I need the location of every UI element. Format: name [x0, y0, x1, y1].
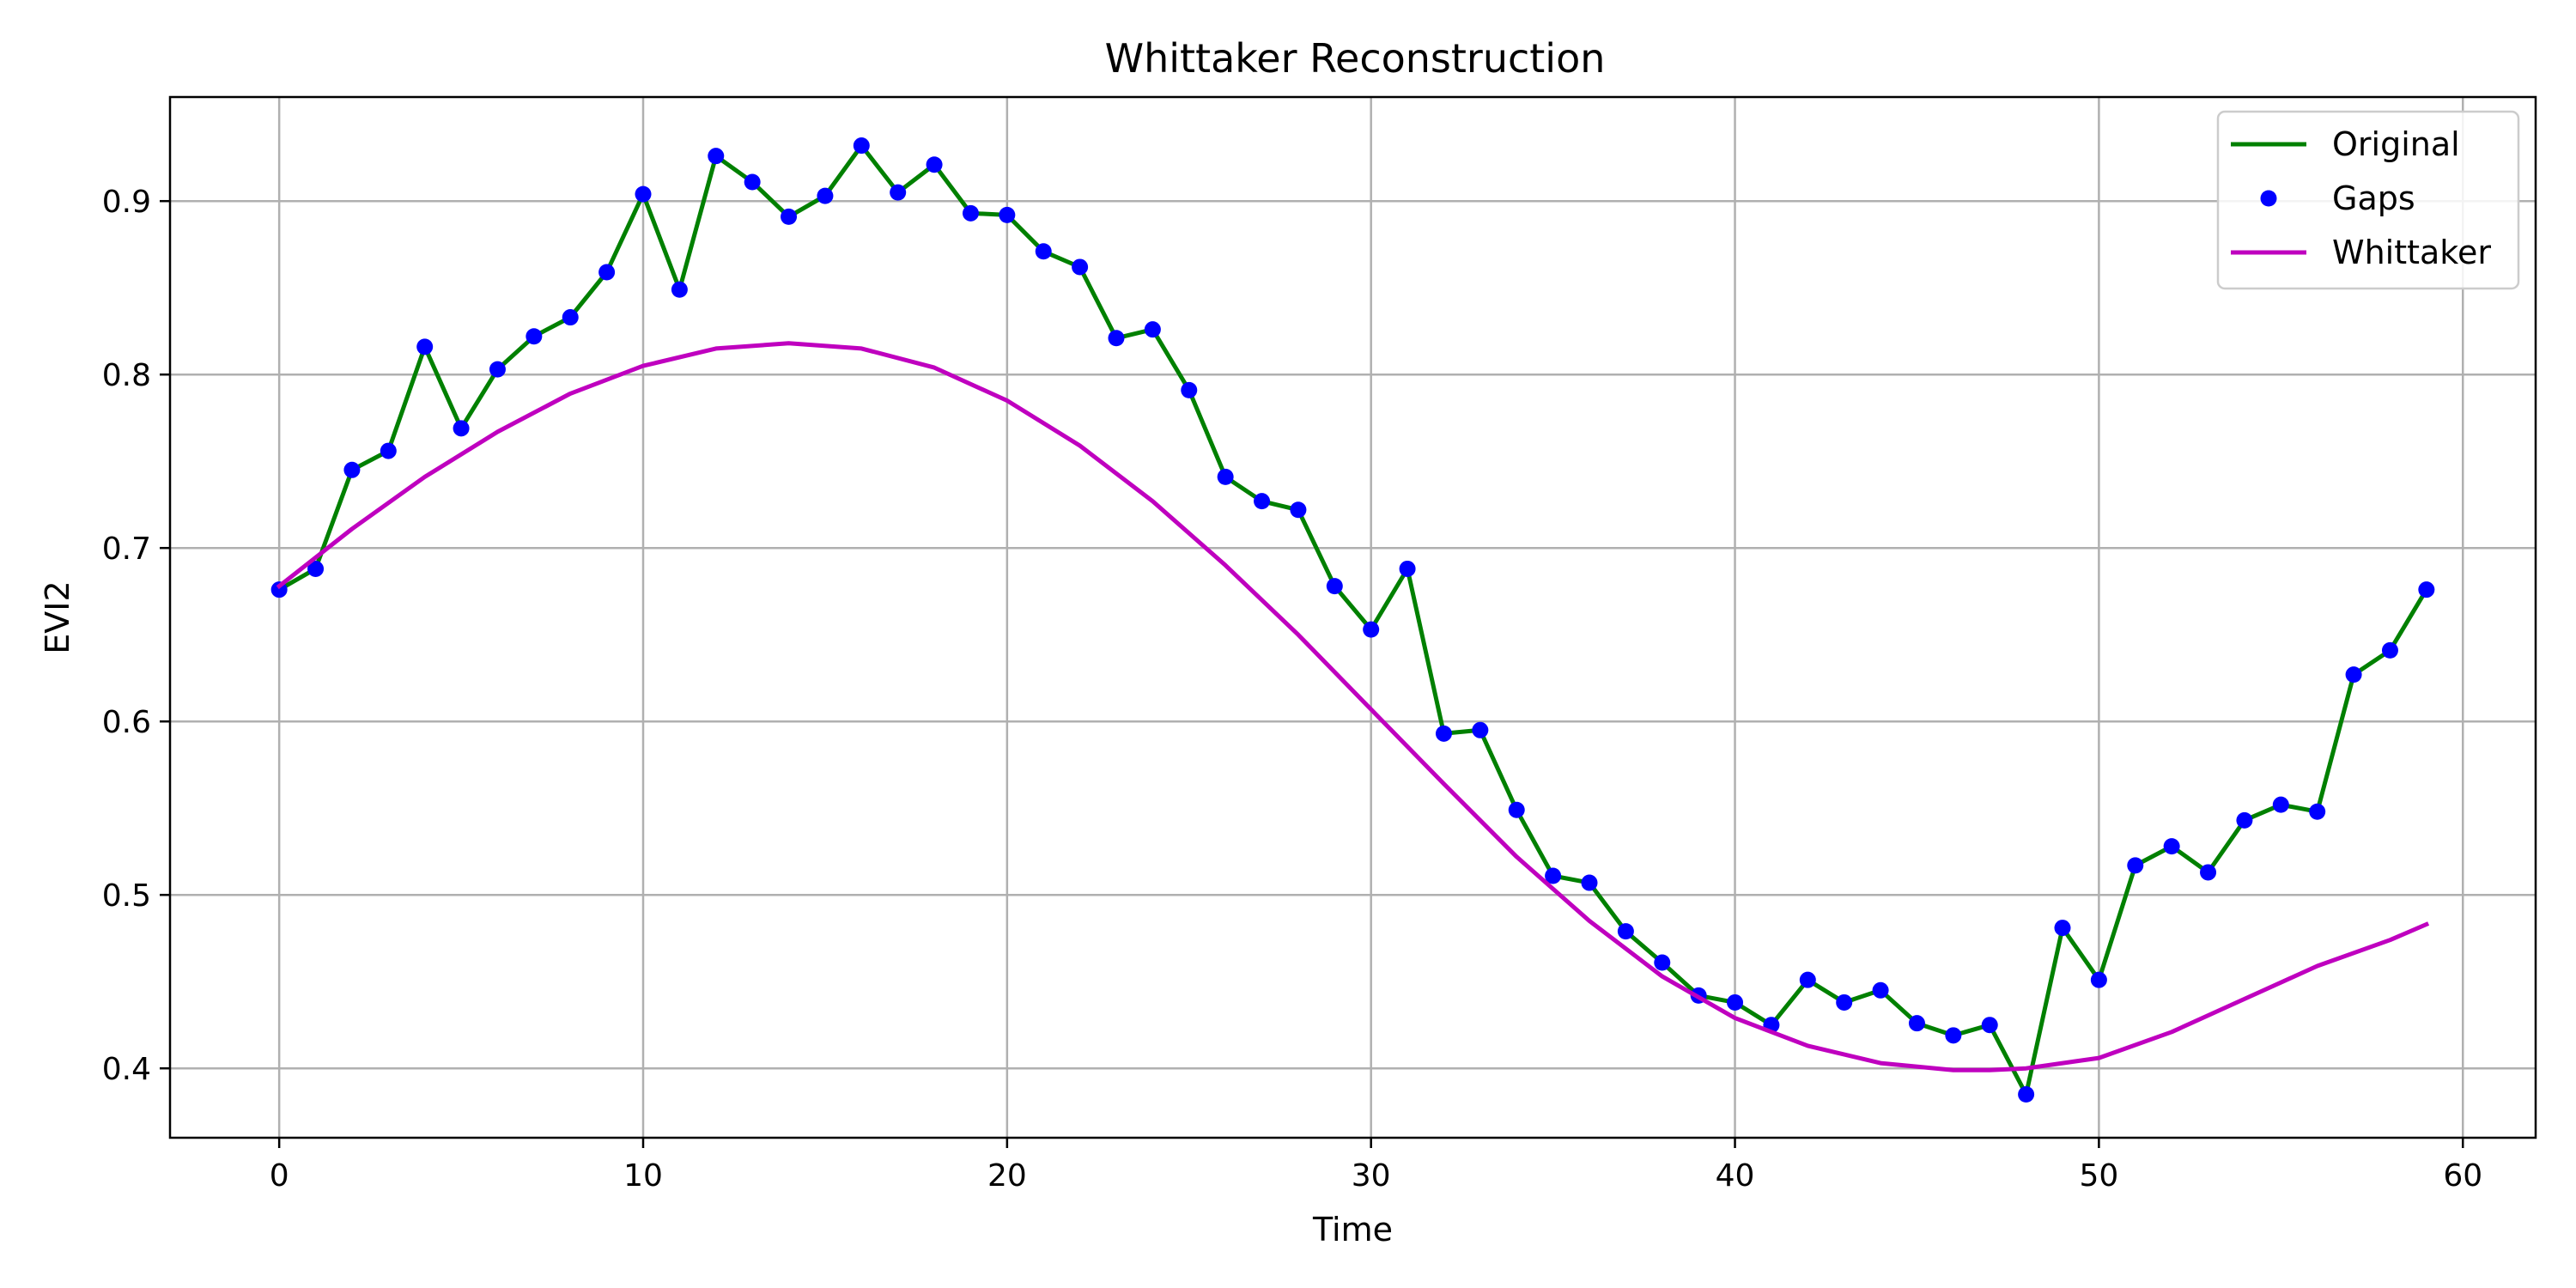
y-tick-label: 0.7 — [102, 532, 151, 567]
y-tick-label: 0.5 — [102, 878, 151, 914]
data-point-gaps — [1508, 801, 1525, 818]
x-tick-label: 40 — [1716, 1158, 1755, 1194]
data-point-gaps — [1836, 993, 1853, 1011]
data-point-gaps — [1326, 578, 1343, 595]
data-point-gaps — [1799, 971, 1816, 988]
data-point-gaps — [2200, 864, 2217, 881]
data-point-gaps — [1399, 560, 1416, 577]
data-point-gaps — [1545, 867, 1562, 884]
legend-label-original: Original — [2332, 125, 2460, 163]
y-tick-label: 0.9 — [102, 185, 151, 220]
x-tick-label: 20 — [987, 1158, 1027, 1194]
data-point-gaps — [1872, 981, 1889, 999]
data-point-gaps — [1254, 493, 1271, 510]
data-point-gaps — [1581, 874, 1598, 891]
data-point-gaps — [2418, 581, 2435, 598]
data-point-gaps — [1472, 721, 1489, 738]
y-tick-label: 0.6 — [102, 705, 151, 740]
data-point-gaps — [526, 328, 543, 345]
data-point-gaps — [708, 148, 725, 165]
data-point-gaps — [2345, 666, 2362, 683]
chart-title: Whittaker Reconstruction — [1105, 35, 1606, 82]
data-point-gaps — [1654, 954, 1671, 971]
data-point-gaps — [1363, 621, 1380, 638]
data-point-gaps — [2054, 920, 2071, 937]
data-point-gaps — [853, 137, 870, 155]
data-point-gaps — [1290, 501, 1307, 519]
data-point-gaps — [2272, 796, 2289, 813]
data-point-gaps — [1035, 243, 1052, 260]
data-point-gaps — [2127, 857, 2144, 874]
data-point-gaps — [307, 560, 325, 577]
data-point-gaps — [1727, 993, 1744, 1011]
data-point-gaps — [1072, 258, 1089, 276]
data-point-gaps — [1981, 1017, 1998, 1034]
data-point-gaps — [781, 208, 798, 225]
data-point-gaps — [817, 187, 834, 204]
data-point-gaps — [2309, 803, 2326, 820]
data-point-gaps — [453, 420, 470, 437]
data-point-gaps — [2163, 838, 2180, 855]
data-point-gaps — [926, 156, 943, 173]
series-line-original — [276, 143, 2430, 1097]
legend: Original Gaps Whittaker — [2216, 110, 2520, 290]
axes-frame — [168, 95, 2537, 1139]
data-point-gaps — [744, 173, 761, 191]
data-point-gaps — [1217, 468, 1234, 485]
data-point-gaps — [1181, 381, 1198, 398]
legend-label-whittaker: Whittaker — [2332, 234, 2491, 271]
ticks: 0 10 20 30 40 50 60 0.4 0.5 0.6 0.7 0.8 0.9 — [102, 185, 2482, 1194]
series-line-whittaker — [276, 341, 2430, 1072]
data-point-gaps — [1144, 321, 1161, 338]
data-point-gaps — [1908, 1015, 1925, 1032]
legend-box — [2216, 110, 2520, 290]
data-point-gaps — [489, 361, 506, 378]
data-point-gaps — [962, 204, 979, 222]
data-point-gaps — [2018, 1086, 2035, 1103]
data-point-gaps — [343, 461, 361, 478]
data-point-gaps — [2090, 971, 2107, 988]
data-point-gaps — [1108, 330, 1125, 347]
legend-swatch-gaps — [2260, 190, 2277, 207]
data-point-gaps — [890, 184, 907, 201]
data-point-gaps — [635, 185, 652, 203]
data-point-gaps — [1945, 1027, 1962, 1044]
plot-area — [270, 137, 2435, 1103]
data-point-gaps — [2236, 811, 2253, 829]
data-point-gaps — [2381, 641, 2398, 659]
data-point-gaps — [1435, 725, 1452, 742]
data-point-gaps — [999, 206, 1016, 223]
data-point-gaps — [380, 442, 397, 459]
legend-label-gaps: Gaps — [2332, 179, 2415, 217]
data-point-gaps — [562, 309, 579, 326]
x-tick-label: 0 — [270, 1158, 289, 1194]
data-point-gaps — [671, 281, 688, 298]
x-axis-label: Time — [1312, 1211, 1393, 1249]
x-tick-label: 10 — [623, 1158, 663, 1194]
x-tick-label: 50 — [2079, 1158, 2118, 1194]
data-point-gaps — [416, 338, 434, 355]
x-tick-label: 30 — [1352, 1158, 1391, 1194]
y-axis-label: EVI2 — [39, 580, 76, 653]
y-tick-label: 0.4 — [102, 1052, 151, 1087]
x-tick-label: 60 — [2443, 1158, 2482, 1194]
data-point-gaps — [598, 264, 616, 281]
data-point-gaps — [1617, 923, 1634, 940]
y-tick-label: 0.8 — [102, 358, 151, 393]
grid — [170, 97, 2536, 1138]
